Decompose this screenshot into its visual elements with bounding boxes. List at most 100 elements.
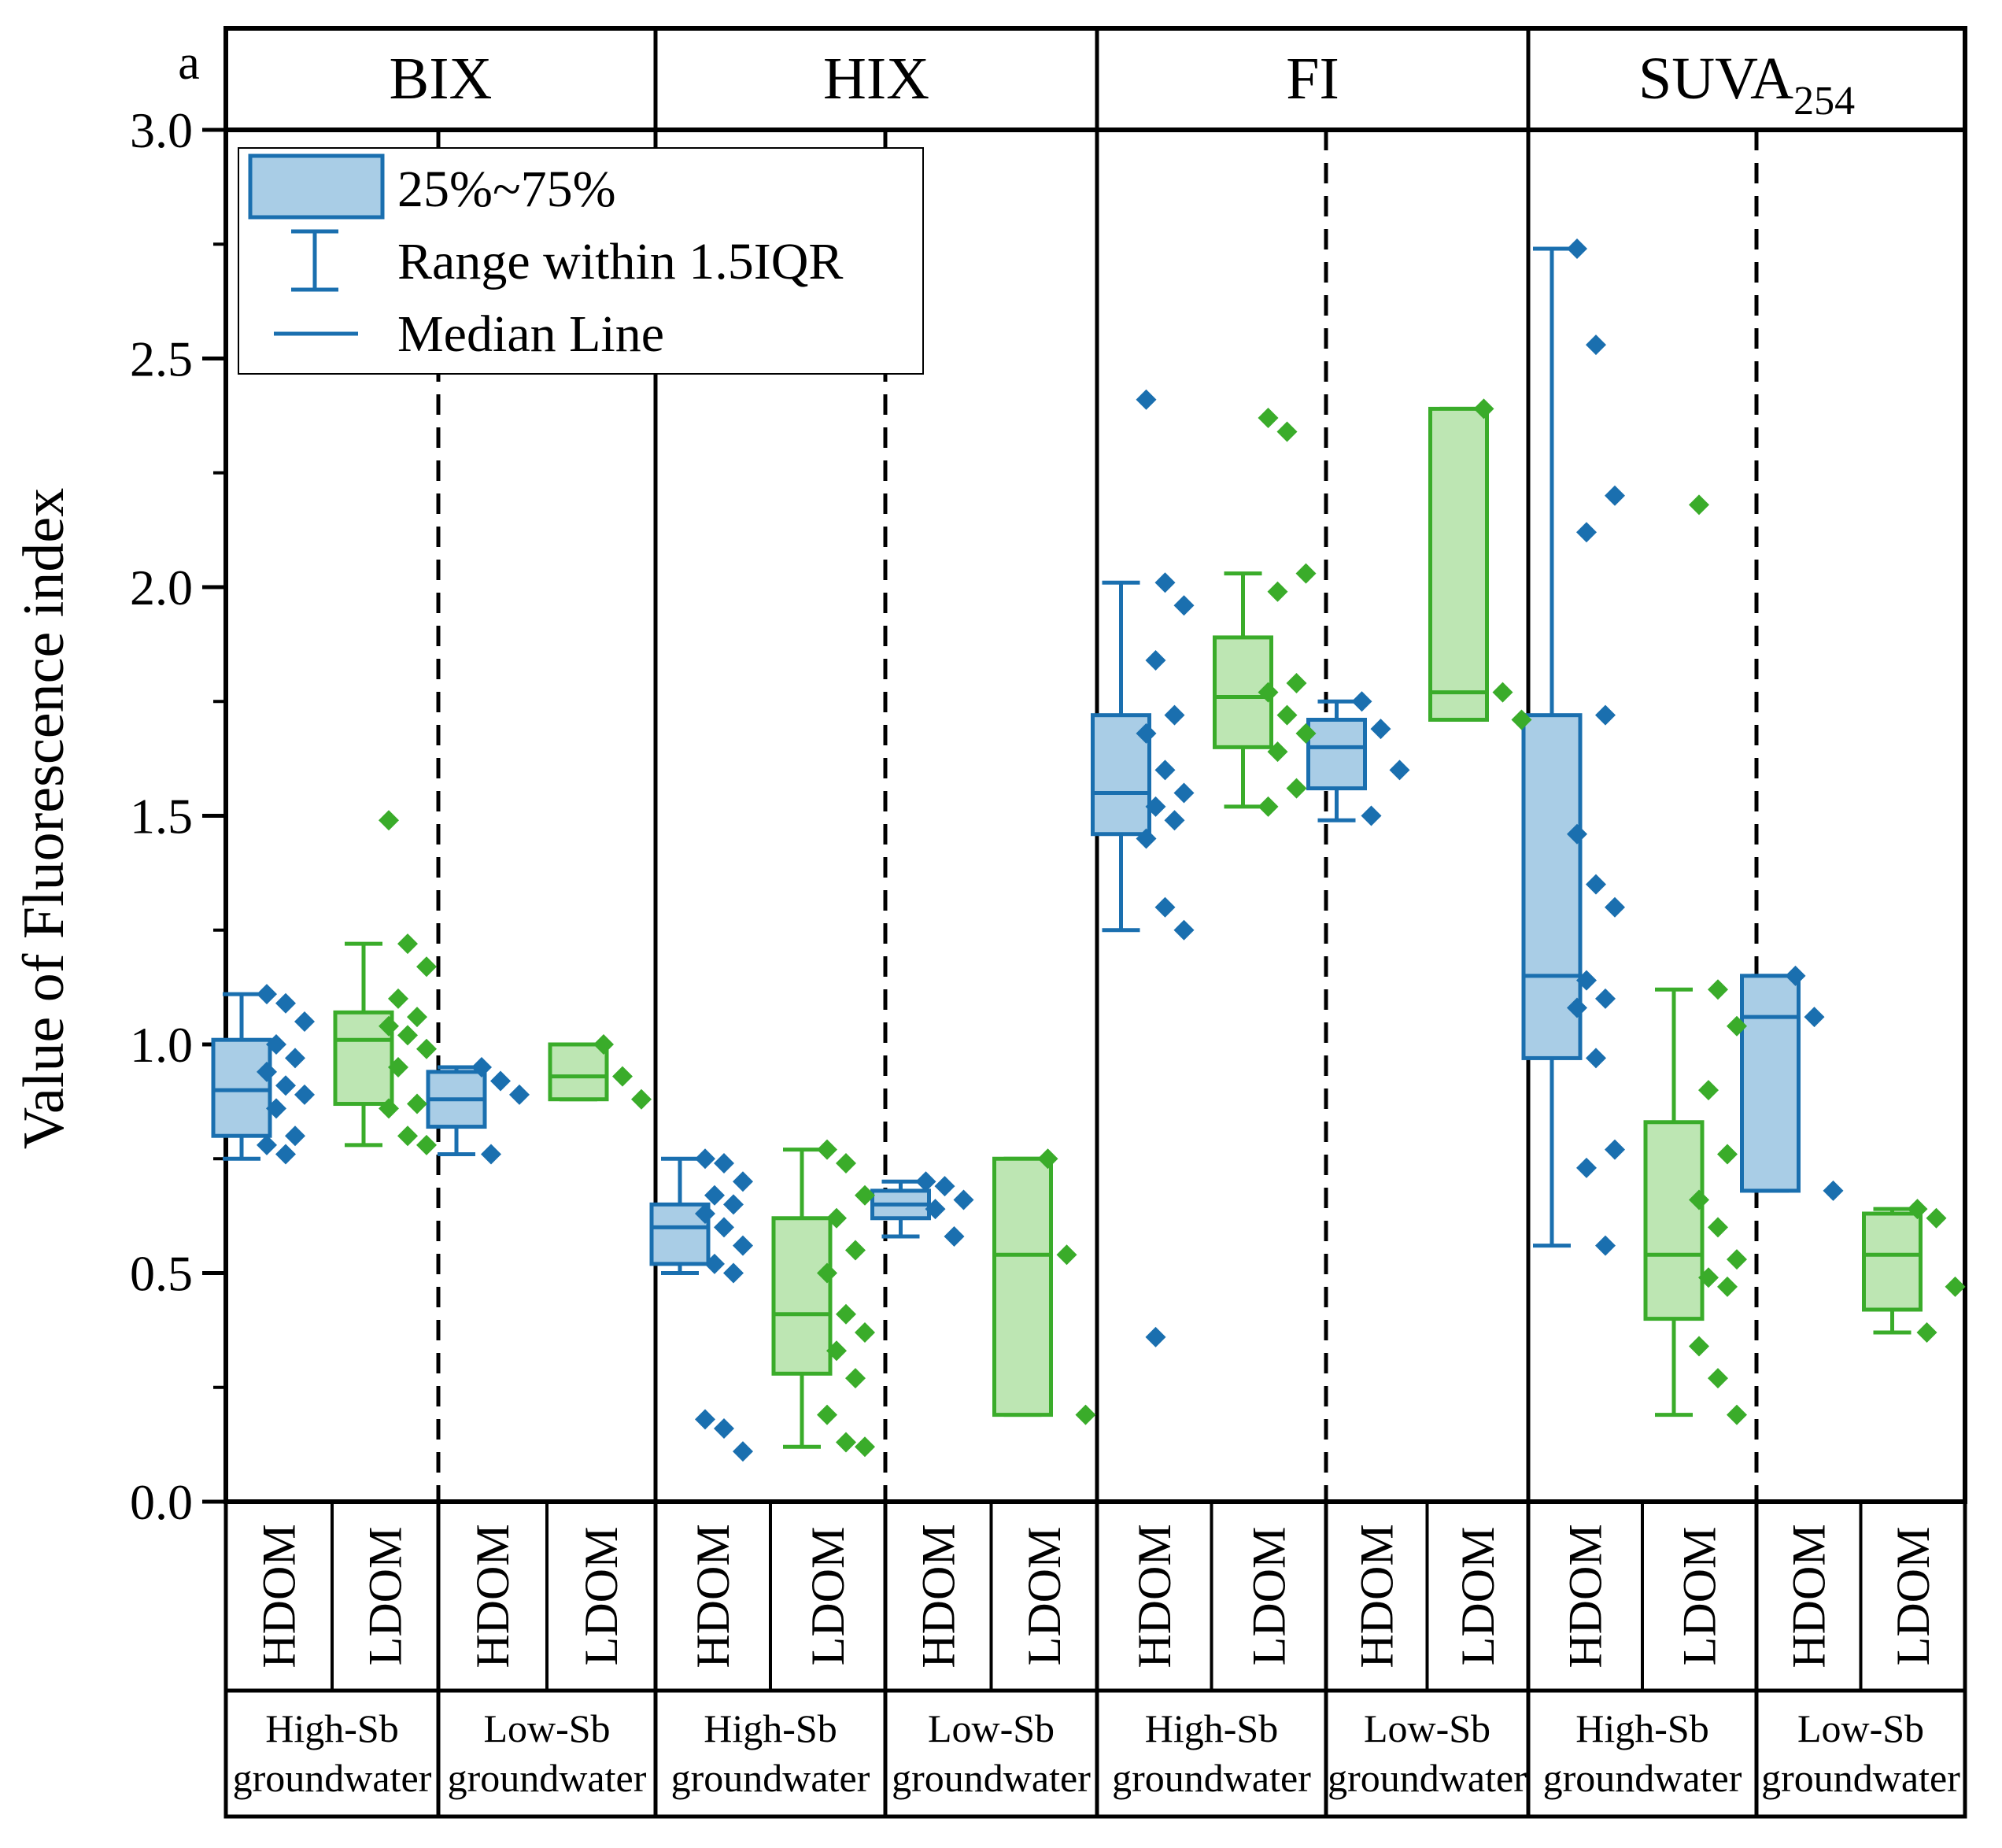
point-hix-high-sb-ldom [836, 1303, 856, 1325]
point-hix-high-sb-hdom [714, 1217, 734, 1238]
point-suva254-high-sb-ldom [1717, 1276, 1738, 1297]
box-fi-low-sb-hdom [1306, 717, 1367, 791]
point-hix-high-sb-hdom [733, 1171, 753, 1192]
point-suva254-high-sb-hdom [1595, 704, 1616, 726]
group-label-line2: groundwater [671, 1756, 870, 1800]
group-label-line1: Low-Sb [1797, 1706, 1924, 1750]
box-hix-low-sb-ldom [992, 1156, 1053, 1417]
point-bix-high-sb-hdom [257, 1134, 277, 1155]
point-suva254-high-sb-ldom [1708, 1368, 1728, 1389]
point-suva254-high-sb-ldom [1708, 979, 1728, 1000]
point-fi-high-sb-hdom [1136, 389, 1157, 410]
point-hix-high-sb-hdom [714, 1418, 734, 1440]
point-fi-high-sb-ldom [1286, 673, 1307, 694]
point-bix-high-sb-hdom [257, 1061, 277, 1082]
point-fi-high-sb-ldom [1276, 704, 1298, 726]
point-hix-high-sb-ldom [845, 1368, 866, 1389]
point-fi-high-sb-hdom [1154, 760, 1176, 781]
point-fi-high-sb-ldom [1258, 682, 1279, 703]
point-hix-high-sb-hdom [723, 1262, 744, 1284]
point-fi-high-sb-hdom [1154, 572, 1176, 593]
point-bix-low-sb-hdom [471, 1057, 492, 1078]
point-fi-high-sb-ldom [1267, 741, 1288, 763]
legend-box-label: 25%~75% [397, 161, 616, 218]
point-bix-low-sb-ldom [631, 1088, 652, 1110]
point-hix-high-sb-ldom [817, 1262, 837, 1284]
point-bix-low-sb-ldom [593, 1034, 614, 1055]
box-suva254-low-sb-hdom [1740, 974, 1801, 1193]
point-fi-high-sb-hdom [1173, 782, 1195, 804]
index-header-fi: FI [1286, 46, 1339, 112]
point-hix-low-sb-hdom [925, 1199, 946, 1220]
point-suva254-high-sb-ldom [1689, 1336, 1709, 1357]
point-suva254-high-sb-ldom [1717, 1144, 1738, 1165]
group-label-line1: Low-Sb [928, 1706, 1055, 1750]
point-fi-low-sb-ldom [1473, 398, 1494, 419]
y-tick-label: 3.0 [130, 102, 193, 158]
y-tick-labels: 0.0 0.5 1.0 1.5 2.0 2.5 3.0 [130, 102, 193, 1530]
point-suva254-high-sb-ldom [1689, 494, 1709, 516]
point-suva254-low-sb-hdom [1804, 1007, 1825, 1028]
group-label-line1: High-Sb [1145, 1706, 1278, 1750]
point-hix-high-sb-ldom [855, 1436, 875, 1458]
point-suva254-high-sb-hdom [1567, 823, 1587, 845]
point-suva254-high-sb-ldom [1727, 1404, 1747, 1425]
point-fi-high-sb-ldom [1258, 796, 1279, 817]
dom-label-ldom: LDOM [1452, 1527, 1504, 1666]
group-label-line1: Low-Sb [1364, 1706, 1490, 1750]
point-fi-high-sb-ldom [1295, 723, 1317, 744]
point-bix-high-sb-ldom [407, 1007, 427, 1028]
point-fi-low-sb-hdom [1370, 719, 1391, 740]
dom-label-ldom: LDOM [1018, 1527, 1070, 1666]
point-fi-high-sb-hdom [1136, 723, 1157, 744]
point-suva254-high-sb-ldom [1727, 1015, 1747, 1037]
point-hix-low-sb-ldom [1056, 1244, 1077, 1266]
point-bix-high-sb-hdom [294, 1011, 315, 1032]
y-tick-label: 2.5 [130, 331, 193, 387]
point-suva254-high-sb-hdom [1567, 997, 1587, 1018]
point-suva254-high-sb-hdom [1605, 896, 1625, 918]
point-suva254-low-sb-ldom [1916, 1322, 1937, 1343]
point-fi-high-sb-hdom [1145, 1326, 1166, 1347]
point-bix-high-sb-ldom [397, 1125, 418, 1147]
dom-label-ldom: LDOM [1887, 1527, 1939, 1666]
point-hix-high-sb-hdom [695, 1203, 715, 1224]
point-bix-high-sb-hdom [266, 1098, 286, 1119]
point-hix-high-sb-hdom [704, 1185, 725, 1206]
point-suva254-high-sb-ldom [1698, 1080, 1719, 1101]
point-suva254-low-sb-ldom [1945, 1276, 1966, 1297]
point-hix-low-sb-hdom [915, 1171, 936, 1192]
point-suva254-low-sb-ldom [1926, 1207, 1947, 1229]
dom-label-hdom: HDOM [1560, 1524, 1612, 1668]
box-suva254-high-sb-ldom [1643, 1120, 1705, 1321]
group-label-line2: groundwater [1328, 1756, 1527, 1800]
point-bix-high-sb-hdom [294, 1084, 315, 1105]
point-suva254-high-sb-hdom [1605, 1139, 1625, 1160]
point-suva254-high-sb-hdom [1586, 334, 1606, 356]
point-suva254-low-sb-hdom [1785, 965, 1806, 986]
point-suva254-high-sb-hdom [1576, 970, 1597, 991]
dom-label-ldom: LDOM [360, 1527, 412, 1666]
point-bix-high-sb-hdom [257, 984, 277, 1005]
point-hix-high-sb-ldom [845, 1240, 866, 1261]
index-header-suva: SUVA254 [1638, 46, 1855, 124]
point-hix-high-sb-hdom [733, 1235, 753, 1256]
group-label-line2: groundwater [1112, 1756, 1311, 1800]
dom-label-hdom: HDOM [912, 1524, 964, 1668]
group-label-line2: groundwater [1761, 1756, 1960, 1800]
point-bix-high-sb-hdom [266, 1034, 286, 1055]
point-suva254-high-sb-hdom [1595, 1235, 1616, 1256]
point-fi-high-sb-hdom [1173, 595, 1195, 616]
dom-label-ldom: LDOM [1243, 1527, 1295, 1666]
point-bix-low-sb-hdom [490, 1070, 511, 1092]
point-suva254-high-sb-hdom [1595, 988, 1616, 1009]
point-suva254-high-sb-hdom [1605, 485, 1625, 506]
panel-label: a [178, 36, 200, 90]
point-bix-high-sb-ldom [379, 1098, 399, 1119]
point-hix-high-sb-ldom [855, 1185, 875, 1206]
data-points [257, 238, 1966, 1462]
point-hix-high-sb-ldom [826, 1207, 847, 1229]
point-hix-high-sb-hdom [704, 1253, 725, 1274]
point-fi-high-sb-ldom [1295, 563, 1317, 584]
category-labels: HDOM LDOM High-Sb groundwater HDOM LDOM Low-Sb… [223, 1499, 1967, 1819]
